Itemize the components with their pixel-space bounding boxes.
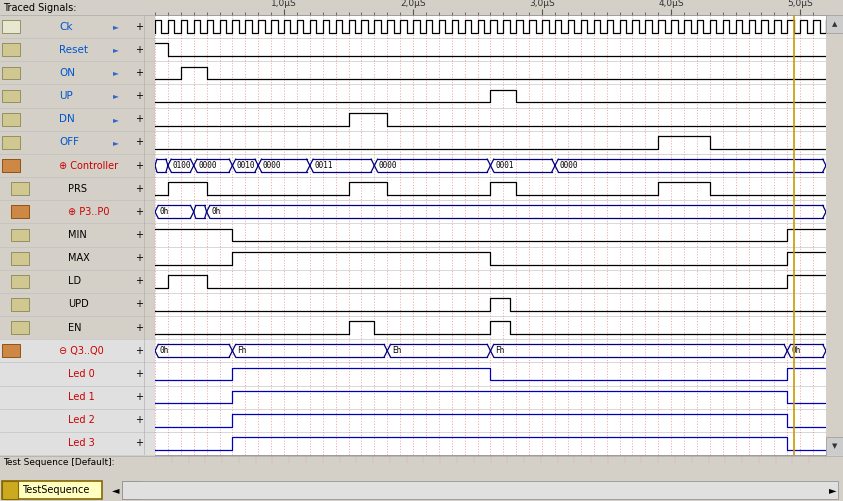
Bar — [2, 67, 20, 79]
Text: +: + — [136, 300, 143, 310]
Bar — [2, 159, 20, 172]
Text: Led 1: Led 1 — [68, 392, 95, 402]
Bar — [11, 228, 30, 241]
Text: +: + — [136, 392, 143, 402]
Text: +: + — [136, 160, 143, 170]
Text: Eh: Eh — [392, 346, 401, 355]
Text: 0000: 0000 — [198, 161, 217, 170]
Bar — [2, 90, 20, 102]
Text: ⊕ Controller: ⊕ Controller — [59, 160, 118, 170]
Text: 0011: 0011 — [314, 161, 333, 170]
Text: MAX: MAX — [68, 253, 90, 263]
Bar — [2, 44, 20, 56]
Bar — [11, 321, 30, 334]
Text: ⊖ Q3..Q0: ⊖ Q3..Q0 — [59, 346, 104, 356]
Text: ◄: ◄ — [112, 485, 120, 495]
Bar — [2, 344, 20, 357]
Text: +: + — [136, 22, 143, 32]
Text: ►: ► — [113, 138, 119, 147]
Text: DN: DN — [59, 114, 75, 124]
Text: 0h: 0h — [792, 346, 801, 355]
Text: +: + — [136, 323, 143, 333]
Text: UP: UP — [59, 91, 72, 101]
Text: ▲: ▲ — [832, 21, 837, 27]
Text: 0100: 0100 — [173, 161, 191, 170]
Text: Reset: Reset — [59, 45, 88, 55]
Text: ▼: ▼ — [832, 443, 837, 449]
Bar — [2, 113, 20, 126]
Text: Ck: Ck — [59, 22, 72, 32]
Text: +: + — [136, 184, 143, 194]
Text: Fh: Fh — [495, 346, 504, 355]
Text: ⊕ P3..P0: ⊕ P3..P0 — [68, 207, 110, 217]
Text: MIN: MIN — [68, 230, 87, 240]
Text: +: + — [136, 68, 143, 78]
Bar — [2, 481, 102, 499]
Text: +: + — [136, 114, 143, 124]
Text: PRS: PRS — [68, 184, 87, 194]
Text: +: + — [136, 45, 143, 55]
Text: ►: ► — [113, 69, 119, 77]
Text: 0000: 0000 — [263, 161, 282, 170]
Text: 0000: 0000 — [379, 161, 397, 170]
Text: +: + — [136, 369, 143, 379]
Text: 0h: 0h — [211, 207, 220, 216]
Text: 0001: 0001 — [495, 161, 513, 170]
Text: ►: ► — [830, 485, 837, 495]
Text: +: + — [136, 207, 143, 217]
Bar — [826, 437, 843, 455]
Text: +: + — [136, 438, 143, 448]
Text: Led 3: Led 3 — [68, 438, 95, 448]
Text: +: + — [136, 415, 143, 425]
Bar — [122, 481, 838, 499]
Text: TestSequence: TestSequence — [22, 485, 89, 495]
Text: OFF: OFF — [59, 137, 79, 147]
Bar — [11, 182, 30, 195]
Bar — [11, 205, 30, 218]
Bar — [122, 481, 140, 499]
Bar — [0, 409, 155, 432]
Text: +: + — [136, 230, 143, 240]
Text: +: + — [136, 253, 143, 263]
Text: LD: LD — [68, 277, 81, 286]
Text: +: + — [136, 277, 143, 286]
Bar — [0, 339, 155, 362]
Bar — [0, 362, 155, 386]
Bar — [2, 136, 20, 149]
Bar — [11, 298, 30, 311]
Text: Traced Signals:: Traced Signals: — [3, 3, 77, 13]
Text: EN: EN — [68, 323, 82, 333]
Bar — [11, 275, 30, 288]
Text: +: + — [136, 91, 143, 101]
Text: UPD: UPD — [68, 300, 89, 310]
Text: 0010: 0010 — [237, 161, 255, 170]
Text: ►: ► — [113, 45, 119, 54]
Bar — [2, 481, 18, 499]
Text: Led 0: Led 0 — [68, 369, 95, 379]
Text: ►: ► — [113, 92, 119, 101]
Bar — [11, 252, 30, 265]
Text: 0h: 0h — [159, 207, 169, 216]
Bar — [826, 15, 843, 33]
Text: +: + — [136, 346, 143, 356]
Text: Test Sequence [Default]:: Test Sequence [Default]: — [3, 458, 115, 467]
Bar — [2, 20, 20, 33]
Text: ON: ON — [59, 68, 75, 78]
Text: ►: ► — [113, 115, 119, 124]
Text: ►: ► — [113, 22, 119, 31]
Text: Fh: Fh — [237, 346, 246, 355]
Bar — [0, 386, 155, 409]
Bar — [0, 432, 155, 455]
Text: 0000: 0000 — [560, 161, 578, 170]
Text: Led 2: Led 2 — [68, 415, 95, 425]
Text: 0h: 0h — [159, 346, 169, 355]
Text: +: + — [136, 137, 143, 147]
